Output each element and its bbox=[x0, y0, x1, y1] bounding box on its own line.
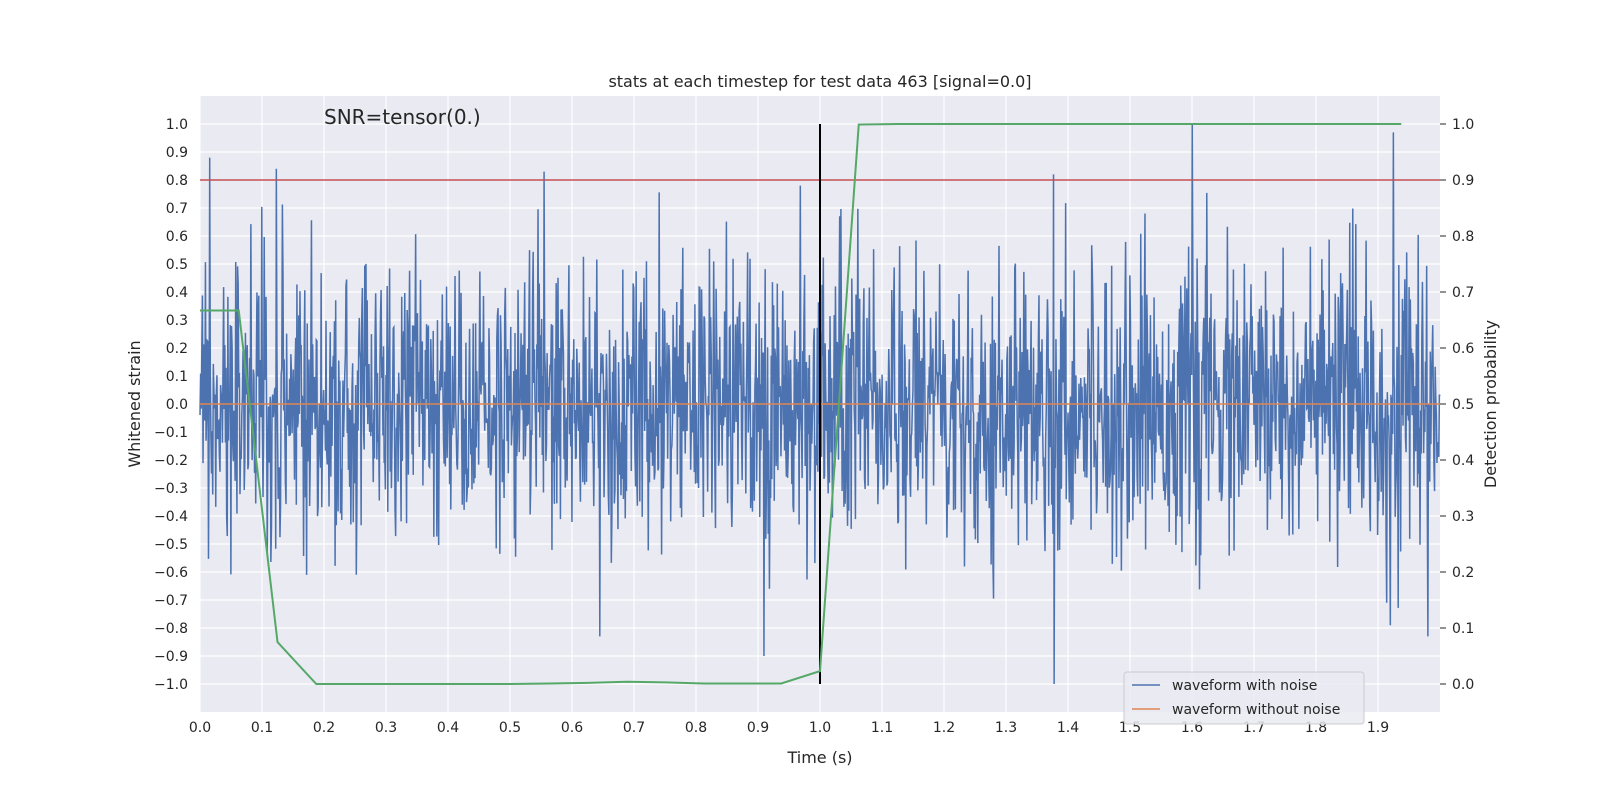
x-tick-label: 0.7 bbox=[623, 720, 645, 736]
y-tick-label: 0.8 bbox=[166, 173, 188, 189]
legend: waveform with noise waveform without noi… bbox=[1123, 671, 1365, 725]
y2-tick-label: 0.4 bbox=[1452, 453, 1474, 469]
y2-tick-label: 0.3 bbox=[1452, 509, 1474, 525]
x-tick-label: 0.2 bbox=[313, 720, 335, 736]
y-tick-label: 0.2 bbox=[166, 341, 188, 357]
x-tick-label: 1.1 bbox=[871, 720, 893, 736]
y2-tick-label: 0.1 bbox=[1452, 621, 1474, 637]
y-tick-label: −0.4 bbox=[154, 509, 188, 525]
y-tick-label: 0.3 bbox=[166, 313, 188, 329]
x-tick-label: 0.1 bbox=[251, 720, 273, 736]
y-tick-label: 0.6 bbox=[166, 229, 188, 245]
y-tick-label: −0.9 bbox=[154, 649, 188, 665]
y-tick-label: −0.2 bbox=[154, 453, 188, 469]
y2-tick-label: 0.6 bbox=[1452, 341, 1474, 357]
series-layer bbox=[199, 123, 1441, 685]
y-tick-label: 0.7 bbox=[166, 201, 188, 217]
legend-box bbox=[1123, 671, 1365, 725]
y-tick-label: 0.9 bbox=[166, 145, 188, 161]
x-tick-label: 1.4 bbox=[1057, 720, 1079, 736]
y-tick-label: −0.7 bbox=[154, 593, 188, 609]
y2-tick-label: 1.0 bbox=[1452, 117, 1474, 133]
chart-title: stats at each timestep for test data 463… bbox=[608, 72, 1031, 91]
x-axis: 0.0 0.1 0.2 0.3 0.4 0.5 0.6 0.7 0.8 0.9 1.0 1.1 1.2 1… bbox=[189, 720, 1389, 736]
y2-tick-label: 0.7 bbox=[1452, 285, 1474, 301]
y2-tick-label: 0.8 bbox=[1452, 229, 1474, 245]
y-tick-label: 1.0 bbox=[166, 117, 188, 133]
x-tick-label: 0.6 bbox=[561, 720, 583, 736]
y2-axis-label: Detection probability bbox=[1481, 320, 1500, 488]
legend-label-clean: waveform without noise bbox=[1172, 702, 1340, 718]
y-axis-label: Whitened strain bbox=[125, 340, 144, 467]
y-tick-label: −1.0 bbox=[154, 677, 188, 693]
x-tick-label: 0.0 bbox=[189, 720, 211, 736]
y-tick-label: 0.4 bbox=[166, 285, 188, 301]
y-tick-label: −0.1 bbox=[154, 425, 188, 441]
y-tick-label: −0.3 bbox=[154, 481, 188, 497]
y-tick-label: −0.6 bbox=[154, 565, 188, 581]
x-tick-label: 1.9 bbox=[1367, 720, 1389, 736]
snr-annotation: SNR=tensor(0.) bbox=[324, 105, 481, 129]
y-tick-label: 0.5 bbox=[166, 257, 188, 273]
y-tick-label: 0.0 bbox=[166, 397, 188, 413]
y2-tick-label: 0.0 bbox=[1452, 677, 1474, 693]
x-tick-label: 1.0 bbox=[809, 720, 831, 736]
x-axis-label: Time (s) bbox=[786, 748, 852, 767]
y-axis-left: 1.0 0.9 0.8 0.7 0.6 0.5 0.4 0.3 0.2 0.1 0.0 −0.1 −0.… bbox=[154, 117, 188, 693]
legend-label-noise: waveform with noise bbox=[1172, 678, 1317, 694]
x-tick-label: 0.4 bbox=[437, 720, 459, 736]
series-detection-probability bbox=[200, 123, 1402, 685]
x-tick-label: 1.3 bbox=[995, 720, 1017, 736]
y-tick-label: 0.1 bbox=[166, 369, 188, 385]
y2-tick-label: 0.2 bbox=[1452, 565, 1474, 581]
x-tick-label: 0.5 bbox=[499, 720, 521, 736]
x-tick-label: 0.3 bbox=[375, 720, 397, 736]
x-tick-label: 0.9 bbox=[747, 720, 769, 736]
y2-tick-label: 0.5 bbox=[1452, 397, 1474, 413]
y-tick-label: −0.8 bbox=[154, 621, 188, 637]
y-axis-right: 1.0 0.9 0.8 0.7 0.6 0.5 0.4 0.3 0.2 0.1 0.0 bbox=[1440, 117, 1474, 693]
x-tick-label: 1.2 bbox=[933, 720, 955, 736]
y-tick-label: −0.5 bbox=[154, 537, 188, 553]
x-tick-label: 0.8 bbox=[685, 720, 707, 736]
y2-tick-label: 0.9 bbox=[1452, 173, 1474, 189]
